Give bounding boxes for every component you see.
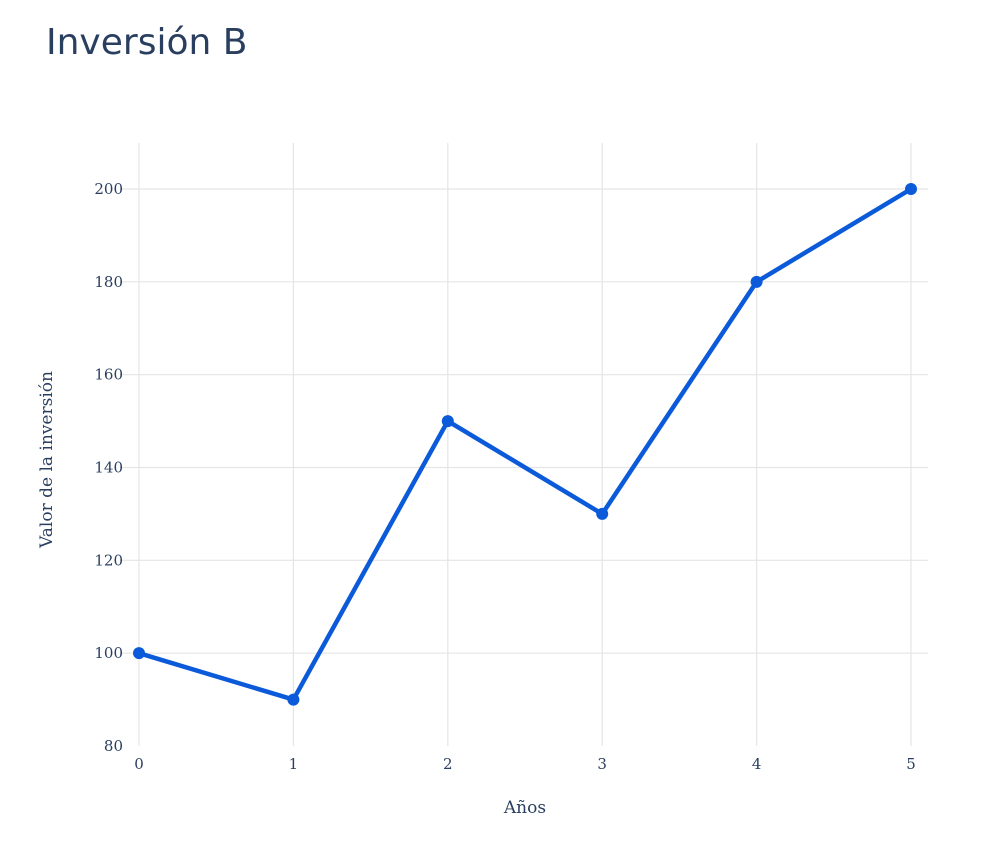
y-axis-label: Valor de la inversión — [37, 371, 57, 549]
chart-title: Inversión B — [46, 22, 248, 63]
data-point[interactable] — [441, 415, 454, 428]
y-tick-label: 160 — [94, 366, 123, 384]
x-tick-label: 2 — [443, 755, 453, 773]
y-tick-label: 200 — [94, 180, 123, 198]
x-tick-label: 3 — [597, 755, 607, 773]
x-axis-label: Años — [503, 798, 546, 818]
y-tick-label: 180 — [94, 273, 123, 291]
data-point[interactable] — [905, 183, 917, 195]
x-tick-label: 1 — [289, 755, 299, 773]
series — [133, 183, 917, 706]
x-tick-label: 4 — [752, 755, 762, 773]
x-tick-label: 0 — [134, 755, 144, 773]
data-point[interactable] — [133, 647, 145, 660]
data-point[interactable] — [750, 275, 763, 288]
y-tick-label: 140 — [94, 459, 123, 477]
y-tick-label: 100 — [94, 644, 123, 662]
y-tick-label: 80 — [104, 737, 123, 755]
x-tick-label: 5 — [906, 755, 916, 773]
y-tick-label: 120 — [94, 551, 123, 569]
series-line — [136, 186, 914, 702]
tick-labels: 0 1 2 3 4 5 80 100 120 140 160 180 200 — [94, 180, 915, 773]
data-point[interactable] — [287, 693, 300, 706]
data-point[interactable] — [596, 507, 609, 520]
grid — [120, 143, 928, 746]
